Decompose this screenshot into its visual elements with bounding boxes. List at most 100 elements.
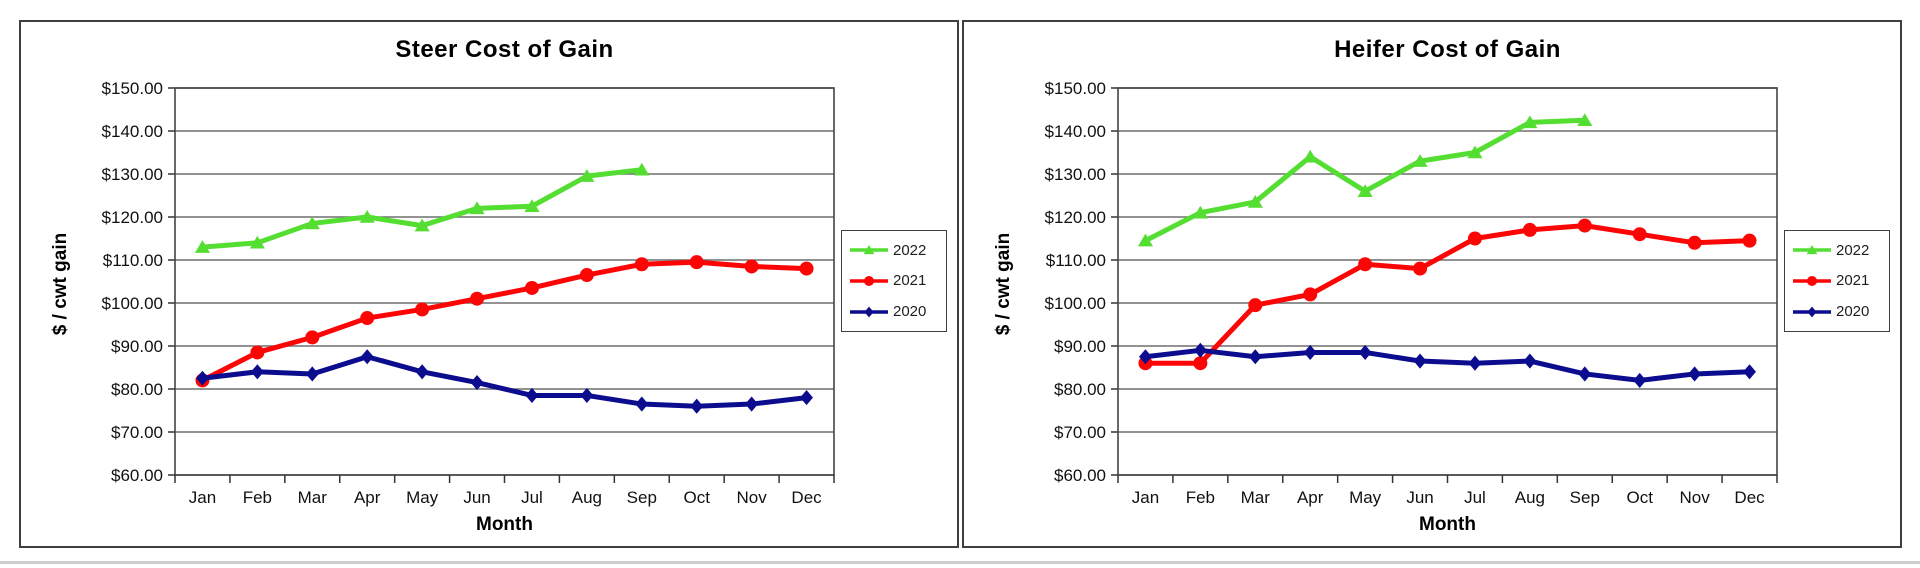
data-point-marker xyxy=(864,275,874,286)
data-point-marker xyxy=(305,330,320,345)
y-tick-label: $80.00 xyxy=(111,380,163,399)
data-point-marker xyxy=(1248,298,1263,313)
data-point-marker xyxy=(863,245,875,255)
data-point-marker xyxy=(744,259,759,274)
y-tick-label: $150.00 xyxy=(102,79,163,98)
y-tick-label: $120.00 xyxy=(102,208,163,227)
data-point-marker xyxy=(194,240,211,253)
data-point-marker xyxy=(250,345,265,360)
diamond-legend-marker-icon xyxy=(850,306,888,318)
series-line-2022 xyxy=(199,167,645,250)
data-point-marker xyxy=(196,370,209,386)
data-point-marker xyxy=(1303,287,1318,302)
data-point-marker xyxy=(1193,356,1208,371)
data-point-marker xyxy=(1807,306,1817,318)
data-point-marker xyxy=(250,364,264,380)
data-point-marker xyxy=(579,169,595,182)
data-point-marker xyxy=(1358,344,1372,361)
circle-legend-marker-icon xyxy=(850,275,888,286)
y-tick-label: $150.00 xyxy=(1045,79,1106,98)
x-tick-label: Jan xyxy=(1132,488,1159,507)
data-point-marker xyxy=(1468,355,1482,371)
data-point-marker xyxy=(1413,261,1428,276)
x-tick-label: Apr xyxy=(354,488,381,507)
triangle-legend-marker-icon xyxy=(1793,245,1831,255)
data-point-marker xyxy=(1192,205,1208,219)
data-point-marker xyxy=(745,396,759,412)
data-point-marker xyxy=(1357,184,1373,197)
y-tick-label: $60.00 xyxy=(111,466,163,485)
x-tick-label: May xyxy=(406,488,439,507)
data-point-marker xyxy=(1358,257,1373,272)
x-tick-label: Nov xyxy=(1680,488,1711,507)
data-point-marker xyxy=(635,396,649,412)
legend-label: 2022 xyxy=(1836,241,1870,259)
triangle-legend-marker-icon xyxy=(850,245,888,255)
data-point-marker xyxy=(1577,218,1592,233)
data-point-marker xyxy=(1577,113,1593,126)
data-point-marker xyxy=(415,302,430,317)
y-tick-label: $130.00 xyxy=(1045,165,1106,184)
data-point-marker xyxy=(1633,372,1647,388)
y-tick-label: $140.00 xyxy=(102,122,163,141)
data-point-marker xyxy=(1413,353,1427,369)
y-tick-label: $100.00 xyxy=(1045,294,1106,313)
x-tick-label: Aug xyxy=(572,488,602,507)
data-point-marker xyxy=(305,366,319,382)
data-point-marker xyxy=(689,255,704,270)
legend-label: 2020 xyxy=(1836,303,1870,321)
data-point-marker xyxy=(359,210,375,223)
x-tick-label: Mar xyxy=(1241,488,1271,507)
x-tick-label: Nov xyxy=(737,488,768,507)
plot-border xyxy=(1117,87,1778,476)
data-point-marker xyxy=(1522,115,1538,129)
plot-border xyxy=(174,87,835,476)
x-tick-label: Oct xyxy=(1626,488,1653,507)
y-tick-label: $110.00 xyxy=(103,251,163,270)
data-point-marker xyxy=(524,280,539,295)
x-tick-label: Feb xyxy=(1186,488,1215,507)
y-tick-label: $60.00 xyxy=(1054,466,1106,485)
data-point-marker xyxy=(469,201,485,215)
legend-entry-2022: 2022 xyxy=(848,235,946,265)
data-point-marker xyxy=(580,387,594,404)
y-tick-label: $100.00 xyxy=(102,294,163,313)
data-point-marker xyxy=(864,306,874,318)
data-point-marker xyxy=(1302,149,1318,163)
x-tick-label: Sep xyxy=(627,488,657,507)
data-point-marker xyxy=(1578,366,1592,382)
data-point-marker xyxy=(1247,194,1263,208)
chart-title: Steer Cost of Gain xyxy=(395,36,614,63)
data-point-marker xyxy=(1193,342,1207,358)
x-tick-label: Apr xyxy=(1297,488,1324,507)
legend: 2022 2021 2020 xyxy=(1784,230,1890,332)
data-point-marker xyxy=(800,390,813,406)
data-point-marker xyxy=(1688,366,1702,382)
data-point-marker xyxy=(634,257,649,272)
series-line-2022 xyxy=(1142,117,1588,244)
data-point-marker xyxy=(1522,222,1537,237)
x-tick-label: Dec xyxy=(791,488,822,507)
x-tick-label: Feb xyxy=(243,488,272,507)
data-point-marker xyxy=(1412,154,1428,167)
y-tick-label: $140.00 xyxy=(1045,122,1106,141)
chart-plot: $150.00 $140.00 $130.00 $120.00 $110.00 $100.… xyxy=(1045,79,1778,507)
data-point-marker xyxy=(1806,245,1818,255)
data-point-marker xyxy=(1807,275,1817,286)
chart-plot: $150.00 $140.00 $130.00 $120.00 $110.00 $100.… xyxy=(102,79,835,507)
data-point-marker xyxy=(304,216,320,230)
x-tick-label: Aug xyxy=(1515,488,1545,507)
data-point-marker xyxy=(1742,233,1757,248)
x-tick-label: Jul xyxy=(1464,488,1486,507)
data-point-marker xyxy=(690,398,704,414)
data-point-marker xyxy=(1632,227,1647,242)
series-line-2020 xyxy=(1142,347,1753,383)
y-tick-label: $90.00 xyxy=(1054,337,1106,356)
data-point-marker xyxy=(415,364,429,380)
data-point-marker xyxy=(579,268,594,283)
x-tick-label: Jun xyxy=(463,488,490,507)
chart-title: Heifer Cost of Gain xyxy=(1334,36,1561,63)
data-point-marker xyxy=(525,387,539,404)
y-tick-label: $70.00 xyxy=(1054,423,1106,442)
y-tick-label: $80.00 xyxy=(1054,380,1106,399)
